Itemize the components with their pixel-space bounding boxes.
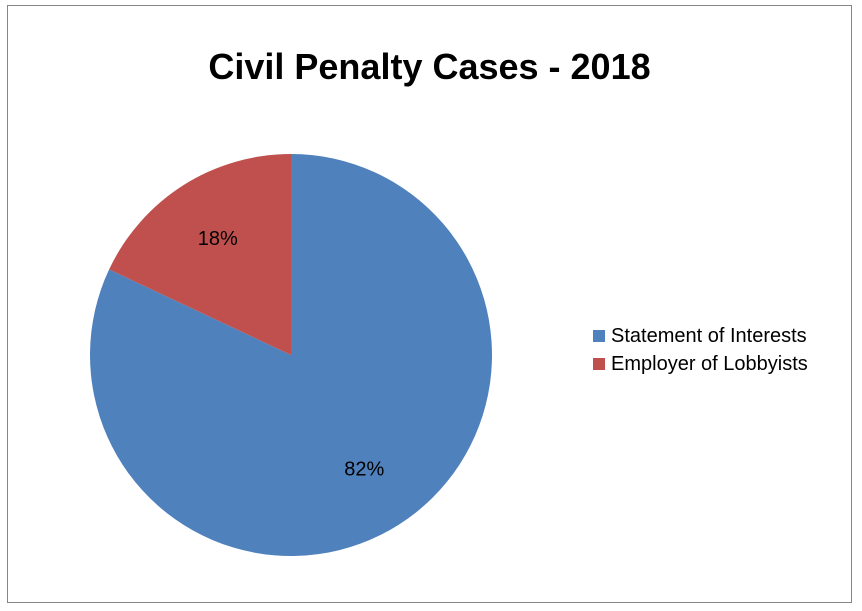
legend-item-employer-of-lobbyists: Employer of Lobbyists — [593, 350, 808, 378]
chart-title: Civil Penalty Cases - 2018 — [208, 46, 651, 87]
data-label: 18% — [198, 228, 238, 250]
chart-area: Civil Penalty Cases - 2018 82% 18% Statem… — [7, 5, 852, 603]
data-label: 82% — [344, 459, 384, 481]
pie-plot: 82% 18% — [89, 154, 492, 556]
pie-slice-employer-of-lobbyists — [109, 154, 291, 355]
legend-item-statement-of-interests: Statement of Interests — [593, 322, 808, 350]
legend-swatch — [593, 330, 605, 342]
legend: Statement of Interests Employer of Lobby… — [593, 322, 808, 378]
legend-swatch — [593, 358, 605, 370]
legend-label: Employer of Lobbyists — [611, 352, 808, 375]
legend-label: Statement of Interests — [611, 324, 807, 347]
